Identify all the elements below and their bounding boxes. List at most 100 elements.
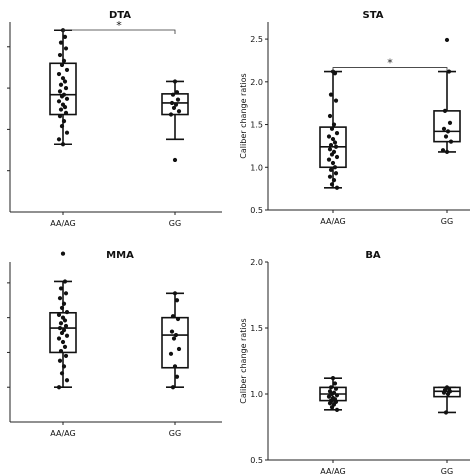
data-point	[63, 291, 69, 296]
data-point	[171, 105, 177, 111]
y-tick-label: 0.5	[250, 456, 263, 465]
data-point	[63, 353, 69, 359]
data-point	[63, 85, 69, 91]
data-point	[446, 69, 452, 74]
data-point	[58, 40, 64, 45]
data-point	[62, 104, 68, 110]
data-point	[56, 336, 62, 341]
data-point	[331, 122, 337, 127]
data-point	[443, 134, 449, 139]
data-point	[448, 139, 454, 144]
data-point	[330, 160, 336, 166]
data-point	[64, 333, 70, 338]
data-point	[328, 385, 334, 390]
data-point	[56, 312, 62, 317]
data-point	[329, 391, 335, 397]
data-point	[57, 89, 63, 94]
data-point	[60, 142, 66, 147]
data-point	[175, 97, 181, 102]
data-point	[63, 323, 69, 329]
data-point	[57, 325, 63, 331]
data-point	[173, 102, 179, 107]
data-point	[328, 92, 334, 97]
chart-title: MMA	[106, 250, 134, 261]
y-tick-label: 2.0	[250, 78, 263, 87]
y-tick-label: 1.5	[250, 121, 263, 130]
x-tick-label: AA/AG	[320, 217, 345, 226]
data-point	[64, 67, 70, 73]
data-point	[174, 90, 180, 95]
y-tick-label: 1.0	[250, 390, 263, 399]
box-iqr	[161, 316, 189, 369]
data-point	[169, 329, 175, 334]
y-axis-label: Caliber change ratios	[239, 318, 248, 403]
data-point	[445, 129, 451, 134]
data-point	[327, 174, 333, 179]
y-tick-label: 2.5	[250, 35, 263, 44]
data-point	[442, 108, 448, 113]
y-tick-label: 0.5	[250, 206, 263, 215]
significance-star: *	[387, 57, 393, 70]
data-point	[56, 137, 62, 142]
x-tick-label: AA/AG	[50, 219, 75, 228]
x-tick-label: AA/AG	[50, 429, 75, 438]
data-point	[172, 291, 178, 296]
data-point	[59, 94, 65, 99]
y-tick-label: 1.5	[250, 324, 263, 333]
data-point	[173, 332, 179, 338]
data-point	[333, 144, 339, 149]
data-point	[327, 147, 333, 152]
chart-title: STA	[363, 10, 384, 21]
data-point	[56, 71, 62, 77]
data-point	[168, 112, 174, 117]
x-tick-label: GG	[441, 217, 453, 226]
data-point	[447, 120, 453, 125]
data-point	[334, 393, 340, 398]
data-point	[329, 152, 335, 157]
data-point	[333, 171, 339, 176]
data-point	[56, 385, 62, 390]
data-point	[57, 114, 63, 119]
data-point	[64, 309, 70, 315]
data-point	[59, 123, 65, 129]
data-point	[170, 92, 176, 97]
data-point	[444, 149, 450, 154]
significance-bracket	[62, 29, 176, 34]
data-point	[445, 391, 451, 397]
data-point	[57, 52, 63, 58]
data-point	[60, 251, 66, 256]
data-point	[62, 344, 68, 349]
data-point	[59, 305, 65, 311]
data-point	[172, 79, 178, 84]
data-point	[63, 110, 69, 115]
data-point	[170, 385, 176, 390]
data-point	[334, 154, 340, 160]
data-point	[63, 46, 69, 51]
data-point	[333, 98, 339, 103]
data-point	[62, 34, 68, 39]
data-point	[333, 386, 339, 391]
data-point	[332, 165, 338, 170]
data-point	[327, 113, 333, 119]
y-tick-label: 2.0	[250, 258, 263, 267]
data-point	[334, 130, 340, 136]
data-point	[169, 100, 175, 106]
data-point	[330, 376, 336, 381]
data-point	[61, 301, 67, 306]
x-tick-label: GG	[169, 219, 181, 228]
data-point	[59, 62, 65, 68]
significance-star: *	[116, 19, 122, 32]
data-point	[61, 364, 67, 369]
data-point	[64, 130, 70, 135]
data-point	[172, 157, 178, 163]
data-point	[56, 99, 62, 104]
data-point	[329, 405, 335, 410]
data-point	[329, 126, 335, 131]
data-point	[332, 381, 338, 386]
data-point	[57, 296, 63, 301]
data-point	[60, 76, 66, 81]
data-point	[171, 336, 177, 341]
data-point	[168, 351, 174, 356]
data-point	[170, 314, 176, 319]
